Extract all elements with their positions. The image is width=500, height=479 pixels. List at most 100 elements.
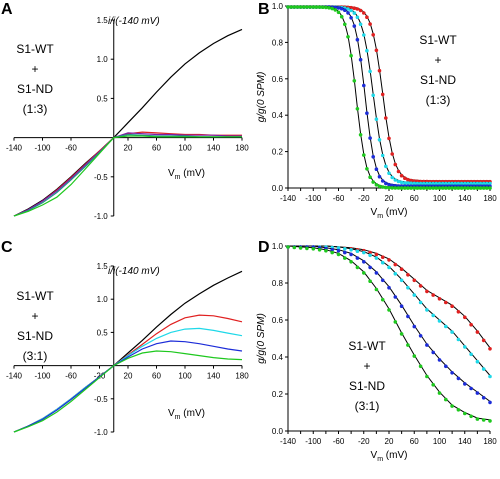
- panel-b-point-green: [292, 5, 297, 9]
- panel-b-point-green: [434, 186, 439, 190]
- panel-c-x-tick-label: 140: [207, 372, 221, 381]
- panel-b-point-cyan: [466, 181, 470, 186]
- panel-d-point-blue: [469, 386, 473, 391]
- panel-b-point-green: [295, 5, 300, 9]
- panel-a-series-purple: [13, 132, 242, 217]
- panel-b-y-tick-label: 0.8: [272, 38, 284, 47]
- panel-b-point-green: [324, 5, 328, 10]
- panel-b-point-green: [463, 186, 467, 190]
- panel-b-y-tick-label: 0.2: [272, 148, 284, 157]
- panel-d-point-blue: [425, 343, 429, 347]
- panel-c-y-tick-label: 1.5: [97, 262, 109, 271]
- panel-a-x-tick-label: -60: [65, 144, 77, 153]
- panel-b-point-green: [358, 133, 363, 137]
- panel-b-point-red: [393, 162, 398, 167]
- panel-d-point-blue: [444, 364, 448, 369]
- panel-d-point-red: [469, 322, 473, 327]
- panel-d-point-green: [463, 411, 467, 416]
- panel-d-point-red: [456, 310, 461, 314]
- panel-b: B -140 -100 -60 -20 20 60 100 140 180 0.0 0.2 0.4 0.…: [256, 1, 497, 220]
- panel-d-point-green: [387, 308, 391, 312]
- panel-b-point-green: [365, 167, 369, 171]
- panel-c: C -140 -100 -60 -20 20 60 100 140 180-1.0-0.50.5…: [1, 239, 249, 437]
- panel-a-x-axis-label: Vm (mV): [168, 168, 205, 181]
- panel-b-point-cyan: [380, 153, 385, 158]
- panel-b-point-green: [387, 186, 391, 190]
- panel-b-x-tick-label: -20: [358, 194, 370, 203]
- panel-d-point-green: [330, 250, 335, 255]
- panel-d-point-green: [431, 383, 436, 387]
- panel-d-point-blue: [374, 271, 379, 275]
- panel-d-point-cyan: [469, 352, 473, 357]
- panel-a-y-tick-label: -1.0: [94, 212, 108, 221]
- panel-c-x-tick-label: 100: [178, 372, 192, 381]
- panel-d-x-tick-label: 140: [458, 437, 472, 446]
- panel-b-x-tick-label: 20: [385, 194, 394, 203]
- panel-d-point-cyan: [488, 374, 492, 379]
- panel-d-point-blue: [481, 396, 486, 400]
- panel-b-point-cyan: [374, 117, 379, 121]
- panel-d-point-blue: [431, 350, 436, 355]
- panel-d-point-green: [469, 414, 473, 419]
- panel-b-point-cyan: [444, 181, 448, 186]
- panel-b-point-blue: [387, 182, 391, 187]
- panel-d-point-blue: [456, 376, 461, 381]
- panel-d-point-blue: [463, 382, 467, 386]
- panel-b-point-green: [440, 186, 445, 190]
- panel-d-point-red: [374, 252, 379, 257]
- panel-b-point-green: [317, 5, 322, 9]
- panel-b-point-green: [481, 186, 486, 190]
- panel-b-point-cyan: [472, 181, 477, 186]
- panel-d-point-blue: [330, 248, 335, 252]
- panel-d-point-red: [437, 297, 442, 301]
- panel-b-point-cyan: [485, 181, 489, 186]
- panel-a-x-tick-label: 180: [235, 144, 249, 153]
- panel-b-point-green: [336, 10, 341, 15]
- panel-b-point-green: [308, 5, 312, 9]
- panel-a-annotation-line: +: [31, 62, 38, 76]
- panel-b-point-cyan: [437, 181, 442, 186]
- panel-b-point-green: [488, 186, 492, 190]
- panel-d-point-cyan: [387, 265, 391, 270]
- panel-b-point-green: [418, 186, 423, 190]
- panel-d-point-green: [418, 364, 423, 369]
- panel-d-annotation-line: +: [363, 359, 370, 373]
- panel-d-fit-green: [287, 245, 491, 421]
- panel-a-y-tick-label: 1.0: [97, 55, 109, 64]
- panel-c-x-tick-label: -100: [34, 372, 51, 381]
- panel-c-x-tick-label: 60: [152, 372, 161, 381]
- panel-b-point-green: [320, 5, 325, 9]
- panel-b-point-green: [456, 186, 461, 190]
- panel-d-point-cyan: [431, 313, 436, 318]
- panel-d-annotation-line: S1-ND: [349, 379, 385, 393]
- panel-c-annotation-line: S1-ND: [17, 329, 53, 343]
- panel-b-point-green: [333, 8, 338, 12]
- panel-b-point-red: [377, 68, 382, 73]
- panel-b-point-cyan: [390, 175, 395, 180]
- panel-d-point-cyan: [336, 246, 341, 250]
- panel-b-x-tick-label: -100: [305, 194, 322, 203]
- panel-b-point-cyan: [481, 181, 486, 186]
- panel-b-point-green: [314, 5, 319, 9]
- panel-b-point-cyan: [418, 181, 423, 186]
- panel-b-y-tick-label: 0.6: [272, 75, 284, 84]
- panel-b-y-tick-label: 1.0: [272, 2, 284, 11]
- panel-b-point-blue: [343, 8, 347, 12]
- panel-d-point-green: [488, 419, 492, 423]
- panel-b-point-blue: [380, 179, 385, 183]
- panel-a-y-tick-label: -0.5: [94, 173, 108, 182]
- panel-b-point-blue: [355, 37, 360, 42]
- panel-b-point-green: [349, 53, 353, 58]
- panel-d-point-blue: [450, 371, 454, 375]
- panel-a-series-green: [13, 135, 242, 217]
- panel-d-point-red: [380, 255, 385, 259]
- panel-b-point-green: [327, 6, 331, 10]
- panel-b-point-blue: [352, 24, 357, 28]
- panel-d-point-red: [406, 273, 410, 277]
- panel-b-point-cyan: [463, 181, 467, 186]
- panel-b-point-green: [406, 186, 410, 190]
- panel-b-point-cyan: [428, 181, 432, 186]
- panel-d-point-green: [481, 418, 486, 422]
- panel-b-point-green: [485, 186, 489, 190]
